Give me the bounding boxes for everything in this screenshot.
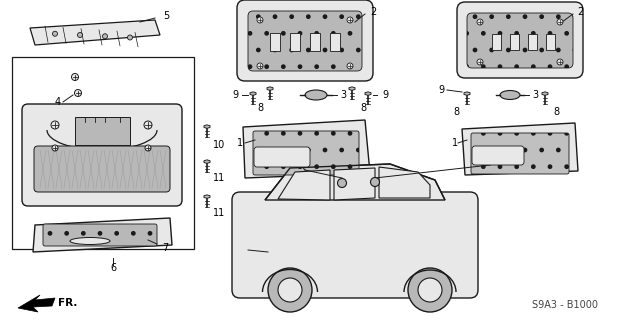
Polygon shape [349, 87, 355, 90]
Polygon shape [33, 218, 172, 252]
Polygon shape [243, 120, 370, 178]
Polygon shape [379, 167, 430, 198]
Ellipse shape [70, 237, 110, 244]
Bar [528, 34, 537, 50]
Circle shape [418, 278, 442, 302]
FancyBboxPatch shape [471, 133, 569, 174]
Circle shape [477, 59, 483, 65]
Text: 11: 11 [213, 173, 225, 183]
Circle shape [103, 34, 108, 39]
Text: 3: 3 [340, 90, 346, 100]
Polygon shape [204, 125, 210, 128]
FancyBboxPatch shape [34, 146, 170, 192]
FancyBboxPatch shape [232, 192, 478, 298]
Polygon shape [265, 164, 445, 200]
Circle shape [72, 74, 78, 81]
Circle shape [347, 63, 353, 69]
Circle shape [257, 17, 263, 23]
Circle shape [408, 268, 452, 312]
Circle shape [51, 121, 59, 129]
Text: 5: 5 [163, 11, 169, 21]
FancyBboxPatch shape [467, 13, 573, 68]
Text: 9: 9 [439, 85, 445, 95]
Circle shape [257, 63, 263, 69]
Circle shape [278, 278, 302, 302]
Circle shape [75, 90, 82, 97]
FancyBboxPatch shape [237, 0, 373, 81]
Text: FR.: FR. [58, 298, 77, 308]
Ellipse shape [305, 90, 327, 100]
Ellipse shape [500, 91, 520, 100]
Text: 9: 9 [382, 90, 388, 100]
Circle shape [127, 35, 132, 40]
Text: 8: 8 [553, 107, 559, 117]
Circle shape [337, 179, 346, 188]
Text: S9A3 - B1000: S9A3 - B1000 [532, 300, 598, 310]
Polygon shape [204, 160, 210, 163]
Bar [310, 33, 320, 51]
FancyBboxPatch shape [472, 146, 524, 165]
Bar [270, 33, 280, 51]
Text: 4: 4 [55, 97, 61, 107]
Polygon shape [18, 295, 55, 312]
Circle shape [77, 33, 82, 37]
Circle shape [145, 145, 151, 151]
FancyBboxPatch shape [457, 2, 583, 78]
Polygon shape [278, 170, 330, 200]
Circle shape [477, 19, 483, 25]
Polygon shape [30, 20, 160, 45]
FancyBboxPatch shape [22, 104, 182, 206]
Bar [546, 34, 555, 50]
FancyBboxPatch shape [253, 131, 359, 175]
Bar [330, 33, 340, 51]
Text: 3: 3 [532, 90, 538, 100]
Circle shape [347, 17, 353, 23]
FancyBboxPatch shape [254, 147, 310, 167]
FancyBboxPatch shape [248, 11, 362, 71]
Polygon shape [250, 92, 256, 95]
Text: 10: 10 [213, 140, 225, 150]
Text: 8: 8 [453, 107, 459, 117]
Polygon shape [462, 123, 578, 175]
Polygon shape [267, 87, 273, 90]
Circle shape [53, 31, 58, 36]
Polygon shape [365, 92, 371, 95]
Circle shape [557, 19, 563, 25]
Circle shape [52, 145, 58, 151]
Polygon shape [334, 168, 375, 200]
Circle shape [144, 121, 152, 129]
Text: 6: 6 [110, 263, 116, 273]
Bar [290, 33, 300, 51]
Text: 7: 7 [162, 243, 168, 253]
Text: 1: 1 [452, 138, 458, 148]
Circle shape [370, 178, 380, 187]
Text: 8: 8 [257, 103, 263, 113]
Text: 11: 11 [213, 208, 225, 218]
Circle shape [268, 268, 312, 312]
Text: 2: 2 [577, 7, 583, 17]
Bar [492, 34, 501, 50]
Bar [12, 57, 194, 249]
Text: 8: 8 [360, 103, 366, 113]
Polygon shape [464, 92, 470, 95]
Text: 2: 2 [370, 7, 376, 17]
FancyBboxPatch shape [43, 224, 157, 246]
Text: 9: 9 [233, 90, 239, 100]
Bar [510, 34, 519, 50]
Circle shape [557, 59, 563, 65]
Text: 1: 1 [237, 138, 243, 148]
Polygon shape [204, 195, 210, 198]
Polygon shape [542, 92, 548, 95]
Bar [75, 117, 130, 145]
